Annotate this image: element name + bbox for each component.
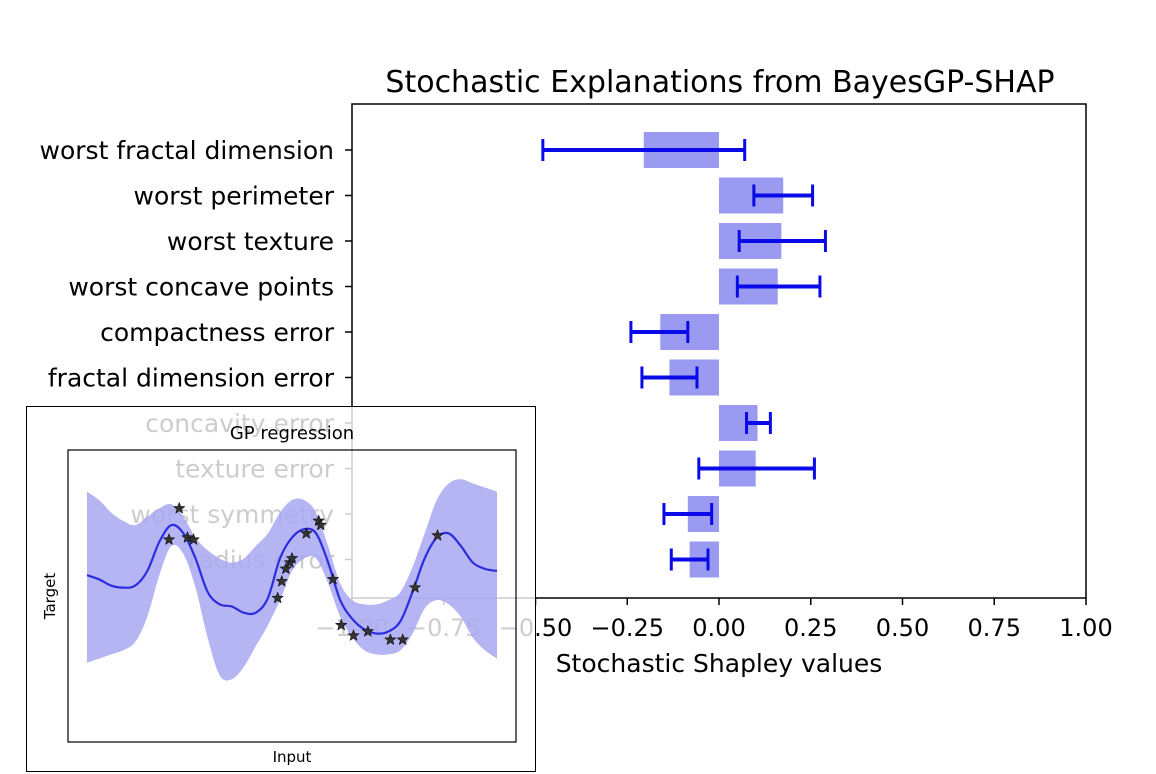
x-tick-label: −0.25	[590, 614, 664, 642]
x-tick-label: 1.00	[1059, 614, 1112, 642]
observation-point	[299, 526, 313, 539]
gp-x-axis-label: Input	[273, 748, 312, 766]
chart-title: Stochastic Explanations from BayesGP-SHA…	[385, 65, 1054, 100]
x-tick-label: 0.00	[692, 614, 745, 642]
observation-point	[384, 633, 397, 646]
confidence-band	[87, 479, 497, 681]
gp-inset-panel: GP regression Input Target	[26, 406, 536, 772]
observation-point	[347, 628, 360, 642]
observation-point	[187, 532, 200, 546]
observation-point	[162, 532, 176, 546]
x-axis-label: Stochastic Shapley values	[556, 649, 883, 678]
observation-point	[408, 580, 422, 594]
error-bar-group	[541, 139, 827, 571]
observation-point	[271, 591, 285, 604]
gp-chart: GP regression Input Target	[41, 423, 517, 766]
y-tick-label: worst texture	[167, 227, 334, 256]
gp-chart-title: GP regression	[230, 423, 354, 444]
gp-plot-frame	[67, 449, 517, 743]
gp-y-axis-label: Target	[41, 573, 59, 621]
observation-point	[396, 633, 410, 646]
observation-point	[172, 501, 186, 514]
observation-point	[431, 528, 444, 541]
observation-point	[279, 562, 293, 575]
y-tick-label: compactness error	[100, 318, 335, 347]
y-tick-label: worst concave points	[68, 273, 334, 302]
x-tick-label: 0.50	[876, 614, 929, 642]
observation-point	[361, 624, 375, 637]
mean-line	[86, 523, 498, 635]
observation-point	[334, 618, 348, 631]
y-tick-label: worst fractal dimension	[40, 136, 334, 165]
x-tick-label: 0.75	[968, 614, 1021, 642]
x-tick-label: 0.25	[784, 614, 837, 642]
observation-point	[326, 572, 340, 585]
y-tick-label: worst perimeter	[134, 182, 335, 211]
observation-point	[314, 518, 328, 531]
observation-point	[285, 551, 299, 564]
observation-points	[162, 501, 444, 646]
y-tick-label: fractal dimension error	[48, 364, 335, 393]
observation-point	[275, 574, 289, 587]
observation-point	[181, 530, 194, 544]
